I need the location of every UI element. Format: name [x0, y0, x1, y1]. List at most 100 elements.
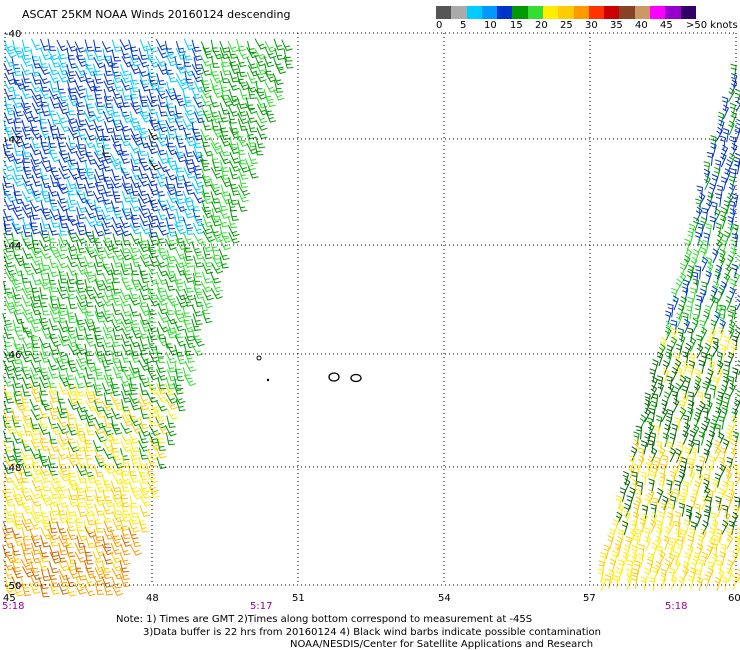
wind-barb [648, 576, 656, 591]
wind-barb [696, 343, 704, 359]
wind-barb [603, 544, 610, 560]
wind-barb [66, 39, 78, 52]
wind-barb [706, 335, 714, 351]
wind-barb [218, 248, 230, 261]
wind-barb [245, 81, 258, 93]
wind-barb [157, 120, 169, 133]
wind-barb [694, 480, 701, 496]
wind-barb [3, 350, 15, 363]
wind-barb [129, 223, 142, 235]
wind-barb [11, 272, 22, 285]
wind-barb [92, 214, 105, 227]
wind-barb [2, 168, 14, 181]
wind-barb [211, 86, 224, 99]
wind-barb [644, 567, 651, 583]
wind-barb [48, 303, 61, 315]
wind-barb [56, 438, 69, 451]
wind-barb [38, 63, 51, 76]
wind-barb [139, 255, 152, 268]
wind-barb [729, 305, 737, 320]
wind-barb [220, 70, 230, 84]
wind-barb [219, 144, 231, 157]
wind-barb [156, 72, 166, 86]
wind-barb [92, 574, 105, 586]
wind-barb [3, 400, 14, 414]
wind-barb [712, 280, 720, 296]
wind-barb [111, 281, 121, 294]
wind-barb [67, 567, 80, 579]
wind-barb [727, 222, 734, 238]
wind-barb [182, 104, 195, 116]
wind-barb [83, 96, 95, 109]
wind-barb [716, 303, 723, 319]
wind-barb [612, 518, 620, 534]
wind-barb [209, 184, 222, 196]
wind-barb [20, 55, 33, 67]
wind-barb [722, 368, 730, 384]
wind-barb [121, 88, 132, 101]
wind-barb [56, 191, 68, 204]
wind-barb [685, 248, 693, 263]
wind-barb [101, 159, 112, 172]
wind-barb [94, 582, 105, 595]
wind-barb [30, 470, 42, 483]
wind-barb [184, 182, 195, 195]
wind-barb [182, 190, 194, 203]
wind-barb [74, 272, 85, 285]
wind-barb [166, 199, 178, 212]
wind-barb [21, 150, 31, 163]
wind-barb [83, 584, 96, 597]
wind-barb [65, 287, 76, 300]
wind-barb [84, 144, 93, 157]
wind-barb [49, 208, 62, 221]
wind-barb [672, 464, 680, 480]
wind-barb [728, 120, 735, 136]
wind-barb [641, 512, 649, 528]
wind-barb [662, 360, 670, 375]
wind-barb [227, 199, 238, 212]
wind-barb [22, 217, 32, 230]
wind-barb [76, 529, 88, 542]
wind-barb [192, 313, 203, 326]
wind-barb [719, 344, 727, 359]
wind-barb [84, 215, 97, 228]
wind-barb [101, 344, 113, 356]
wind-barb [716, 367, 724, 383]
wind-barb [658, 511, 665, 526]
wind-barb [30, 254, 43, 267]
legend-swatch [436, 6, 452, 19]
wind-barb [138, 456, 148, 470]
wind-barb [619, 487, 627, 502]
wind-barb [165, 392, 178, 404]
wind-barb [83, 519, 93, 533]
wind-barb [83, 375, 94, 388]
wind-barb [211, 126, 224, 139]
wind-barb [173, 110, 183, 123]
wind-barb [200, 94, 213, 107]
wind-barb [237, 199, 248, 212]
wind-barb [211, 208, 221, 221]
wind-barb [48, 520, 58, 534]
wind-barb [67, 416, 77, 429]
legend-swatch [466, 6, 482, 19]
wind-barb [682, 351, 689, 366]
wind-barb [617, 503, 625, 519]
wind-barb [76, 112, 87, 126]
wind-barb [699, 319, 706, 335]
wind-barb [130, 183, 140, 196]
wind-barb [730, 142, 738, 158]
wind-barb [202, 230, 215, 243]
legend-swatch [481, 6, 498, 19]
wind-barb [49, 582, 60, 595]
wind-barb [674, 480, 681, 495]
wind-barb [138, 47, 149, 60]
legend-swatch [604, 6, 620, 19]
wind-barb [76, 471, 87, 484]
wind-barb [110, 407, 123, 420]
wind-barb [719, 304, 726, 319]
wind-barb [182, 312, 192, 325]
wind-barb [148, 424, 161, 437]
wind-barb [704, 393, 711, 407]
wind-barb [694, 265, 702, 280]
wind-barb [634, 560, 641, 575]
